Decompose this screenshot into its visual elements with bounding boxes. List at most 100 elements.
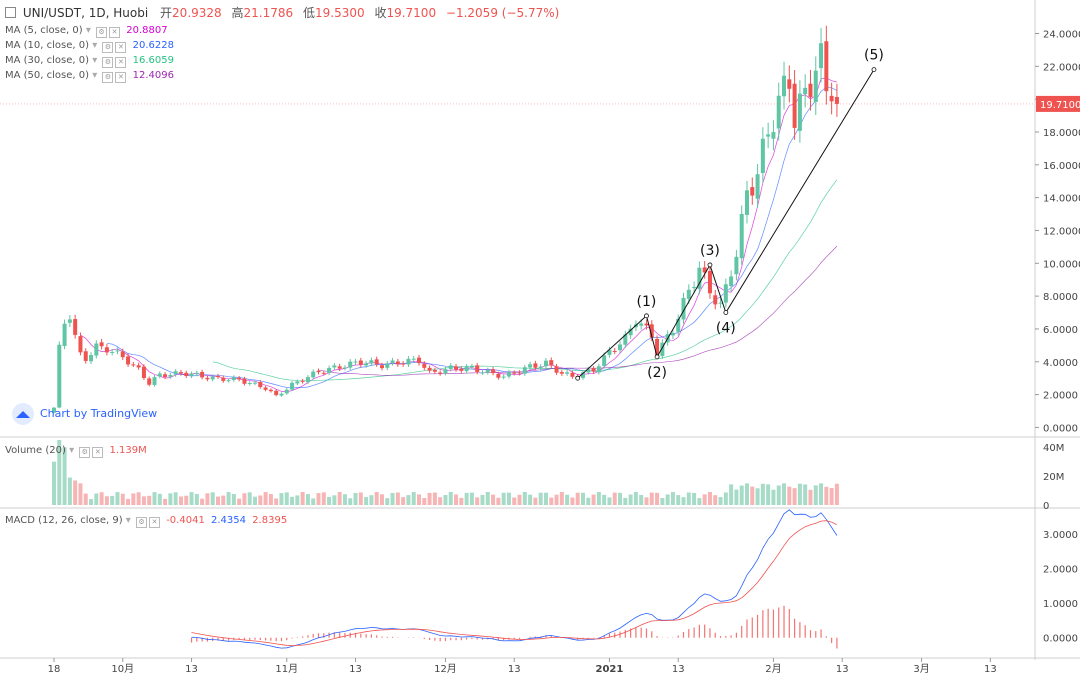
settings-icon[interactable]: ⚙ [102, 42, 114, 53]
volume-bar [813, 485, 818, 505]
volume-tick-label: 40M [1043, 443, 1064, 454]
candle-body [321, 372, 326, 374]
macd-tick-label: 1.0000 [1043, 599, 1078, 610]
volume-bar [237, 498, 242, 505]
volume-bar [533, 497, 538, 505]
macd-legend[interactable]: MACD (12, 26, close, 9) ▾ ⚙ ✕ -0.4041 2.4… [5, 515, 288, 528]
volume-bar [94, 493, 99, 505]
candle-body [549, 360, 554, 366]
candle-body [607, 349, 612, 355]
candle-body [385, 363, 390, 368]
volume-bar [803, 484, 808, 505]
volume-bar [559, 492, 564, 505]
candle-body [401, 363, 406, 365]
candle-body [782, 75, 787, 97]
volume-bar [602, 494, 607, 505]
candle-body [131, 364, 136, 366]
tradingview-brand[interactable]: Chart by TradingView [12, 403, 157, 425]
candle-body [554, 366, 559, 373]
candle-body [210, 376, 215, 380]
collapse-icon[interactable] [5, 7, 16, 18]
candle-body [808, 83, 813, 98]
close-icon[interactable]: ✕ [92, 447, 104, 458]
price-tick-label: 14.0000 [1043, 194, 1080, 205]
close-icon[interactable]: ✕ [115, 72, 127, 83]
candle-body [268, 389, 273, 392]
candle-body [744, 190, 749, 215]
candle-body [586, 369, 591, 373]
candle-body [316, 370, 321, 373]
volume-bar [549, 497, 554, 505]
time-tick-label: 13 [508, 664, 521, 675]
candle-body [279, 393, 284, 396]
volume-bar [496, 497, 501, 505]
ma10-legend[interactable]: MA (10, close, 0) ▾ ⚙ ✕ 20.6228 [5, 40, 174, 53]
settings-icon[interactable]: ⚙ [96, 27, 108, 38]
settings-icon[interactable]: ⚙ [79, 447, 91, 458]
symbol-title: UNI/USDT, 1D, Huobi [22, 6, 149, 20]
time-tick-label: 13 [349, 664, 362, 675]
close-icon[interactable]: ✕ [109, 27, 121, 38]
candle-body [707, 270, 712, 294]
candle-body [237, 377, 242, 380]
volume-bar [432, 492, 437, 505]
volume-bar [374, 492, 379, 505]
volume-bar [829, 488, 834, 505]
volume-bar [723, 492, 728, 505]
volume-bar [184, 495, 189, 505]
time-tick-label: 10月 [111, 663, 134, 675]
settings-icon[interactable]: ⚙ [102, 57, 114, 68]
volume-bar [395, 492, 400, 505]
candle-body [417, 357, 422, 364]
volume-bar [168, 493, 173, 505]
candle-body [469, 366, 474, 368]
time-tick-label: 11月 [275, 663, 298, 675]
candle-body [184, 372, 189, 376]
volume-bar [62, 447, 67, 505]
candle-body [379, 365, 384, 369]
volume-bar [417, 494, 422, 505]
settings-icon[interactable]: ⚙ [136, 517, 148, 528]
volume-legend[interactable]: Volume (20) ▾ ⚙ ✕ 1.139M [5, 445, 147, 458]
ma30-legend[interactable]: MA (30, close, 0) ▾ ⚙ ✕ 16.6059 [5, 55, 174, 68]
wave-point [575, 375, 581, 381]
candle-body [369, 360, 374, 364]
candle-body [612, 350, 617, 352]
candle-body [94, 343, 99, 356]
close-icon[interactable]: ✕ [115, 42, 127, 53]
candle-body [797, 93, 802, 131]
volume-label: Volume (20) [5, 445, 66, 456]
candle-body [126, 356, 131, 365]
candle-body [655, 338, 660, 357]
ma50-legend[interactable]: MA (50, close, 0) ▾ ⚙ ✕ 12.4096 [5, 70, 174, 83]
settings-icon[interactable]: ⚙ [102, 72, 114, 83]
ma50-line [318, 245, 838, 376]
candle-body [803, 87, 808, 95]
volume-bar [660, 497, 665, 505]
volume-bar [797, 483, 802, 505]
candle-body [660, 342, 665, 357]
last-price-tag-label: 19.7100 [1040, 100, 1080, 111]
ma5-legend[interactable]: MA (5, close, 0) ▾ ⚙ ✕ 20.8807 [5, 25, 168, 38]
volume-bar [808, 489, 813, 505]
candle-body [358, 360, 363, 365]
volume-bar [110, 495, 115, 505]
price-tick-label: 24.0000 [1043, 29, 1080, 40]
volume-bar [834, 483, 839, 505]
price-tick-label: 6.0000 [1043, 325, 1078, 336]
candle-body [787, 79, 792, 89]
candle-body [729, 276, 734, 286]
volume-bar [342, 494, 347, 505]
close-icon[interactable]: ✕ [115, 57, 127, 68]
volume-bar [226, 492, 231, 505]
volume-bar [348, 498, 353, 505]
candle-body [602, 355, 607, 366]
wave-label: (1) [637, 294, 657, 310]
candle-body [57, 344, 62, 408]
close-icon[interactable]: ✕ [149, 517, 161, 528]
price-tick-label: 18.0000 [1043, 128, 1080, 139]
candle-body [253, 382, 258, 384]
candle-body [459, 368, 464, 371]
